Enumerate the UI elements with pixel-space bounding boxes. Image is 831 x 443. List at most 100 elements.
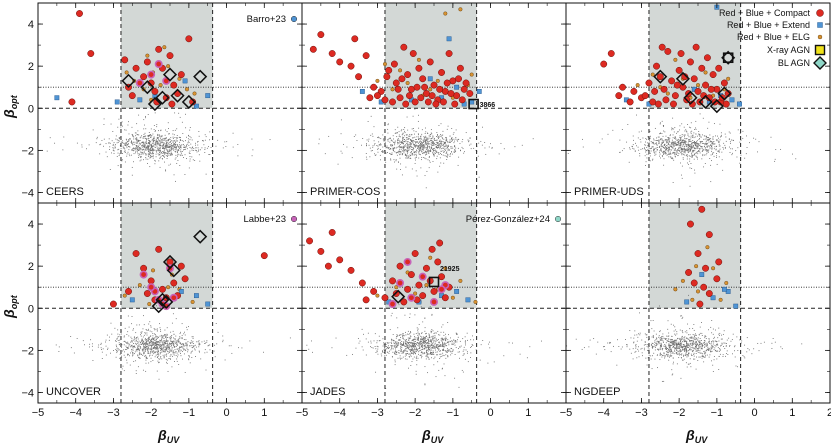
background-point bbox=[175, 140, 177, 142]
background-point bbox=[406, 353, 408, 355]
background-point bbox=[353, 136, 355, 137]
background-point bbox=[393, 150, 394, 152]
background-point bbox=[645, 138, 647, 139]
background-point bbox=[169, 358, 171, 360]
background-point bbox=[192, 343, 194, 345]
background-point bbox=[691, 155, 693, 157]
compact-point bbox=[456, 64, 464, 72]
background-point bbox=[178, 146, 180, 148]
background-point bbox=[184, 154, 186, 156]
background-point bbox=[161, 344, 163, 346]
background-point bbox=[143, 145, 145, 147]
background-point bbox=[158, 140, 160, 142]
background-point bbox=[412, 137, 414, 139]
background-point bbox=[141, 341, 143, 343]
background-point bbox=[143, 341, 145, 343]
background-point bbox=[675, 152, 677, 154]
background-point bbox=[155, 341, 157, 343]
background-point bbox=[431, 313, 433, 315]
background-point bbox=[132, 349, 134, 351]
background-point bbox=[156, 148, 158, 150]
background-point bbox=[405, 137, 407, 139]
background-point bbox=[182, 140, 184, 142]
background-point bbox=[144, 343, 146, 345]
background-point bbox=[153, 143, 155, 145]
compact-point bbox=[389, 98, 396, 106]
background-point bbox=[386, 145, 388, 147]
background-point bbox=[656, 144, 658, 146]
background-point bbox=[387, 139, 389, 141]
background-point bbox=[686, 145, 688, 147]
background-point bbox=[698, 150, 699, 152]
background-point bbox=[709, 157, 711, 159]
background-point bbox=[113, 150, 115, 152]
background-point bbox=[700, 146, 702, 147]
background-point bbox=[728, 138, 730, 140]
background-point bbox=[156, 344, 157, 346]
background-point bbox=[428, 144, 430, 146]
background-point bbox=[151, 151, 153, 153]
background-point bbox=[391, 343, 393, 344]
background-point bbox=[177, 341, 179, 343]
background-point bbox=[122, 145, 124, 147]
background-point bbox=[707, 151, 709, 153]
background-point bbox=[127, 141, 129, 142]
background-point bbox=[422, 348, 424, 350]
background-point bbox=[127, 124, 129, 126]
background-point bbox=[672, 117, 674, 119]
background-point bbox=[403, 150, 405, 152]
background-point bbox=[187, 140, 189, 142]
background-point bbox=[166, 342, 168, 344]
background-point bbox=[414, 336, 416, 337]
background-point bbox=[156, 351, 158, 353]
background-point bbox=[183, 149, 185, 150]
background-point bbox=[168, 344, 170, 345]
background-point bbox=[158, 148, 160, 150]
background-point bbox=[177, 340, 179, 342]
background-point bbox=[670, 149, 672, 151]
background-point bbox=[414, 151, 416, 153]
background-point bbox=[122, 140, 124, 142]
background-point bbox=[154, 144, 156, 146]
background-point bbox=[701, 151, 703, 152]
background-point bbox=[419, 149, 421, 151]
background-point bbox=[396, 132, 398, 134]
background-point bbox=[150, 349, 151, 351]
background-point bbox=[172, 141, 174, 143]
background-point bbox=[711, 148, 713, 150]
background-point bbox=[185, 140, 186, 142]
background-point bbox=[430, 143, 432, 145]
background-point bbox=[415, 370, 417, 372]
background-point bbox=[103, 118, 105, 120]
background-point bbox=[112, 145, 114, 146]
background-point bbox=[160, 329, 161, 331]
background-point bbox=[411, 350, 412, 352]
background-point bbox=[147, 142, 149, 144]
background-point bbox=[408, 144, 410, 146]
background-point bbox=[404, 138, 406, 140]
labbe-point bbox=[135, 79, 144, 88]
background-point bbox=[413, 346, 415, 348]
background-point bbox=[125, 138, 127, 140]
background-point bbox=[455, 347, 457, 349]
background-point bbox=[139, 149, 141, 151]
background-point bbox=[431, 133, 433, 135]
background-point bbox=[722, 146, 724, 148]
background-point bbox=[110, 322, 112, 324]
background-point bbox=[166, 363, 168, 364]
background-point bbox=[189, 342, 191, 344]
background-point bbox=[714, 146, 716, 148]
background-point bbox=[135, 147, 137, 149]
background-point bbox=[694, 154, 696, 155]
background-point bbox=[423, 340, 425, 342]
background-point bbox=[164, 148, 166, 150]
background-point bbox=[443, 143, 444, 145]
background-point bbox=[134, 346, 136, 347]
background-point bbox=[470, 143, 472, 145]
background-point bbox=[434, 343, 436, 345]
background-point bbox=[188, 358, 189, 360]
background-point bbox=[146, 348, 148, 349]
background-point bbox=[144, 148, 146, 150]
background-point bbox=[395, 348, 396, 350]
background-point bbox=[165, 348, 167, 349]
